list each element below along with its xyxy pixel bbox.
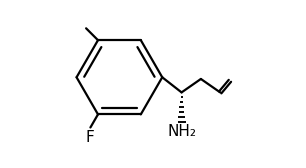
Text: F: F [85,130,94,145]
Text: NH₂: NH₂ [167,124,196,139]
